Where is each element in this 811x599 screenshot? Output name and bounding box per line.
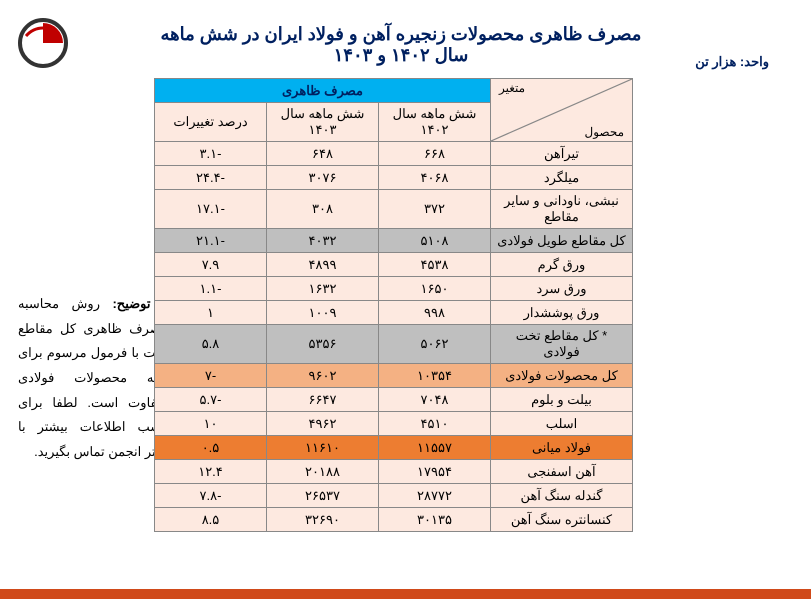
value-cell: ۹۶۰۲ [267, 364, 379, 388]
value-cell: ۰.۵ [155, 436, 267, 460]
value-cell: ۱۷۹۵۴ [379, 460, 491, 484]
page-title: مصرف ظاهری محصولات زنجیره آهن و فولاد ای… [151, 24, 651, 66]
table-row: اسلب۴۵۱۰۴۹۶۲۱۰ [155, 412, 633, 436]
product-cell: کل محصولات فولادی [491, 364, 633, 388]
value-cell: ۴۰۳۲ [267, 229, 379, 253]
value-cell: ۱۶۳۲ [267, 277, 379, 301]
value-cell: ۵.۸ [155, 325, 267, 364]
product-cell: گندله سنگ آهن [491, 484, 633, 508]
value-cell: -۷ [155, 364, 267, 388]
table-row: کل مقاطع طویل فولادی۵۱۰۸۴۰۳۲-۲۱.۱ [155, 229, 633, 253]
table-row: بیلت و بلوم۷۰۴۸۶۶۴۷-۵.۷ [155, 388, 633, 412]
value-cell: ۳۷۲ [379, 190, 491, 229]
header-main: مصرف ظاهری [155, 79, 491, 103]
value-cell: ۱۱۵۵۷ [379, 436, 491, 460]
value-cell: ۴۹۶۲ [267, 412, 379, 436]
product-cell: ورق پوششدار [491, 301, 633, 325]
product-cell: نبشی، ناودانی و سایر مقاطع [491, 190, 633, 229]
value-cell: ۵۰۶۲ [379, 325, 491, 364]
table-row: گندله سنگ آهن۲۸۷۷۲۲۶۵۳۷-۷.۸ [155, 484, 633, 508]
value-cell: ۴۰۶۸ [379, 166, 491, 190]
note-text: * توضیح: روش محاسبه مصرف ظاهری کل مقاطع … [18, 292, 168, 465]
table-row: * کل مقاطع تخت فولادی۵۰۶۲۵۳۵۶۵.۸ [155, 325, 633, 364]
value-cell: ۱۲.۴ [155, 460, 267, 484]
value-cell: ۱ [155, 301, 267, 325]
product-cell: فولاد میانی [491, 436, 633, 460]
product-cell: تیرآهن [491, 142, 633, 166]
table-row: کنسانتره سنگ آهن۳۰۱۳۵۳۲۶۹۰۸.۵ [155, 508, 633, 532]
value-cell: -۷.۸ [155, 484, 267, 508]
value-cell: ۹۹۸ [379, 301, 491, 325]
value-cell: ۴۵۳۸ [379, 253, 491, 277]
value-cell: ۲۸۷۷۲ [379, 484, 491, 508]
value-cell: -۲۱.۱ [155, 229, 267, 253]
value-cell: ۷.۹ [155, 253, 267, 277]
product-cell: کنسانتره سنگ آهن [491, 508, 633, 532]
value-cell: ۱۱۶۱۰ [267, 436, 379, 460]
corner-bottom: محصول [585, 125, 625, 139]
value-cell: -۵.۷ [155, 388, 267, 412]
bottom-bar [0, 589, 811, 599]
product-cell: کل مقاطع طویل فولادی [491, 229, 633, 253]
value-cell: -۳.۱ [155, 142, 267, 166]
value-cell: -۱.۱ [155, 277, 267, 301]
unit-label: واحد: هزار تن [695, 54, 769, 70]
value-cell: ۵۳۵۶ [267, 325, 379, 364]
value-cell: ۸.۵ [155, 508, 267, 532]
table-row: میلگرد۴۰۶۸۳۰۷۶-۲۴.۴ [155, 166, 633, 190]
value-cell: ۲۶۵۳۷ [267, 484, 379, 508]
value-cell: -۱۷.۱ [155, 190, 267, 229]
value-cell: ۵۱۰۸ [379, 229, 491, 253]
table-row: نبشی، ناودانی و سایر مقاطع۳۷۲۳۰۸-۱۷.۱ [155, 190, 633, 229]
note-body: روش محاسبه مصرف ظاهری کل مقاطع تخت با فر… [18, 296, 168, 459]
value-cell: ۳۲۶۹۰ [267, 508, 379, 532]
product-cell: ورق سرد [491, 277, 633, 301]
value-cell: ۶۶۸ [379, 142, 491, 166]
value-cell: ۱۶۵۰ [379, 277, 491, 301]
value-cell: ۳۰۸ [267, 190, 379, 229]
col-1402: شش ماهه سال ۱۴۰۲ [379, 103, 491, 142]
table-row: تیرآهن۶۶۸۶۴۸-۳.۱ [155, 142, 633, 166]
product-cell: اسلب [491, 412, 633, 436]
value-cell: ۳۰۱۳۵ [379, 508, 491, 532]
value-cell: ۲۰۱۸۸ [267, 460, 379, 484]
value-cell: ۳۰۷۶ [267, 166, 379, 190]
value-cell: -۲۴.۴ [155, 166, 267, 190]
table-row: آهن اسفنجی۱۷۹۵۴۲۰۱۸۸۱۲.۴ [155, 460, 633, 484]
value-cell: ۶۴۸ [267, 142, 379, 166]
product-cell: * کل مقاطع تخت فولادی [491, 325, 633, 364]
data-table: متغیر محصول مصرف ظاهری شش ماهه سال ۱۴۰۲ … [154, 78, 633, 532]
table-row: ورق پوششدار۹۹۸۱۰۰۹۱ [155, 301, 633, 325]
product-cell: میلگرد [491, 166, 633, 190]
col-change: درصد تغییرات [155, 103, 267, 142]
value-cell: ۴۸۹۹ [267, 253, 379, 277]
value-cell: ۴۵۱۰ [379, 412, 491, 436]
value-cell: ۱۰۰۹ [267, 301, 379, 325]
corner-top: متغیر [499, 81, 525, 95]
value-cell: ۶۶۴۷ [267, 388, 379, 412]
product-cell: بیلت و بلوم [491, 388, 633, 412]
table-row: ورق سرد۱۶۵۰۱۶۳۲-۱.۱ [155, 277, 633, 301]
col-1403: شش ماهه سال ۱۴۰۳ [267, 103, 379, 142]
value-cell: ۱۰ [155, 412, 267, 436]
corner-cell: متغیر محصول [491, 79, 633, 142]
value-cell: ۷۰۴۸ [379, 388, 491, 412]
product-cell: آهن اسفنجی [491, 460, 633, 484]
table-row: ورق گرم۴۵۳۸۴۸۹۹۷.۹ [155, 253, 633, 277]
table-row: کل محصولات فولادی۱۰۳۵۴۹۶۰۲-۷ [155, 364, 633, 388]
product-cell: ورق گرم [491, 253, 633, 277]
logo-icon [18, 18, 68, 68]
table-row: فولاد میانی۱۱۵۵۷۱۱۶۱۰۰.۵ [155, 436, 633, 460]
value-cell: ۱۰۳۵۴ [379, 364, 491, 388]
